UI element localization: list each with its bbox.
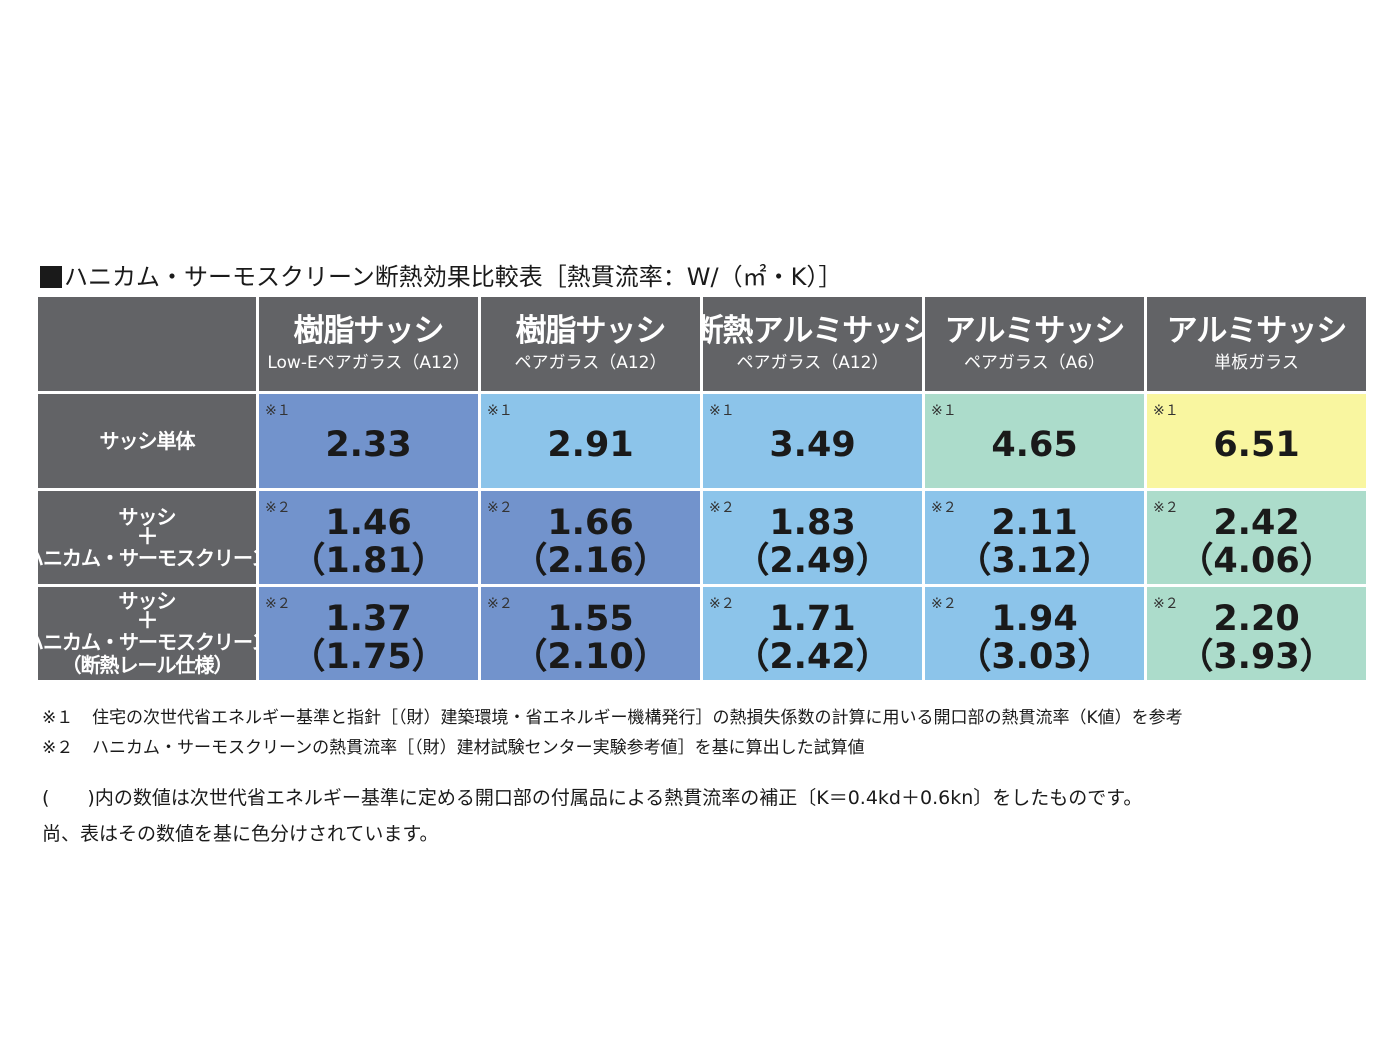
cell-note-mark: ※２: [931, 500, 957, 516]
cell-note-mark: ※１: [265, 403, 291, 419]
cell-note-mark: ※２: [487, 596, 513, 612]
table-title: ハニカム・サーモスクリーン断熱効果比較表［熱貫流率：W/（㎡・K）］: [40, 260, 842, 294]
cell-value: 1.55: [547, 598, 634, 639]
cell-value: 1.83: [769, 502, 856, 543]
table-cell: ※２ 1.94 （3.03）: [925, 587, 1144, 680]
row-header-line: ハニカム・サーモスクリーン: [38, 630, 256, 654]
cell-value: 1.94: [991, 598, 1078, 639]
column-header: アルミサッシ単板ガラス: [1147, 297, 1366, 391]
column-header: 断熱アルミサッシペアガラス（A12）: [703, 297, 922, 391]
table-cell: ※１ 4.65: [925, 394, 1144, 488]
cell-corrected-value: （2.10）: [512, 636, 669, 677]
row-header-line: （断熱レール仕様）: [61, 653, 234, 677]
row-header: サッシ単体: [38, 394, 256, 488]
table-cell: ※２ 2.20 （3.93）: [1147, 587, 1366, 680]
cell-corrected-value: （2.49）: [734, 540, 891, 581]
cell-value: 1.46: [325, 502, 412, 543]
column-header-glass: ペアガラス（A12）: [736, 353, 889, 373]
table-cell: ※２ 1.46 （1.81）: [259, 491, 478, 584]
comparison-table: 樹脂サッシ Low-Eペアガラス（A12） 樹脂サッシ ペアガラス（A12） 断熱アルミ…: [38, 297, 1366, 680]
cell-note-mark: ※２: [709, 596, 735, 612]
cell-note-mark: ※２: [709, 500, 735, 516]
table-cell: ※２ 1.37 （1.75）: [259, 587, 478, 680]
cell-corrected-value: （4.06）: [1178, 540, 1335, 581]
cell-value: 2.11: [991, 502, 1078, 543]
cell-note-mark: ※２: [1153, 500, 1179, 516]
row-header: サッシ＋ハニカム・サーモスクリーン（断熱レール仕様）: [38, 587, 256, 680]
cell-value: 1.71: [769, 598, 856, 639]
cell-value: 1.66: [547, 502, 634, 543]
cell-corrected-value: （1.75）: [290, 636, 447, 677]
row-header-line: ＋: [136, 609, 158, 634]
cell-value: 4.65: [991, 425, 1078, 465]
column-header: 樹脂サッシペアガラス（A12）: [481, 297, 700, 391]
footnote-mark: ※１: [42, 708, 74, 728]
cell-note-mark: ※２: [931, 596, 957, 612]
cell-note-mark: ※１: [931, 403, 957, 419]
column-header-name: 樹脂サッシ: [293, 313, 445, 349]
cell-note-mark: ※１: [1153, 403, 1179, 419]
column-header-glass: ペアガラス（A6）: [963, 353, 1106, 373]
cell-value: 6.51: [1213, 425, 1300, 465]
column-header-name: 樹脂サッシ: [515, 313, 667, 349]
note-paragraph-2: 尚、表はその数値を基に色分けされています。: [42, 823, 439, 845]
table-cell: ※２ 1.71 （2.42）: [703, 587, 922, 680]
cell-note-mark: ※１: [487, 403, 513, 419]
table-cell: ※２ 1.66 （2.16）: [481, 491, 700, 584]
cell-note-mark: ※２: [265, 500, 291, 516]
cell-value: 2.33: [325, 425, 412, 465]
row-header-line: ハニカム・サーモスクリーン: [38, 545, 256, 570]
table-title-text: ハニカム・サーモスクリーン断熱効果比較表［熱貫流率：W/（㎡・K）］: [64, 263, 843, 291]
row-header-line: サッシ: [118, 504, 177, 529]
cell-corrected-value: （3.93）: [1178, 636, 1335, 677]
header-corner: [38, 297, 256, 391]
table-cell: ※２ 2.11 （3.12）: [925, 491, 1144, 584]
table-cell: ※１ 2.91: [481, 394, 700, 488]
column-header: アルミサッシペアガラス（A6）: [925, 297, 1144, 391]
table-cell: ※１ 2.33: [259, 394, 478, 488]
row-header-line: サッシ: [118, 589, 177, 613]
cell-note-mark: ※２: [487, 500, 513, 516]
footnote-text: ハニカム・サーモスクリーンの熱貫流率［（財）建材試験センター実験参考値］を基に算…: [92, 738, 865, 758]
column-header-name: アルミサッシ: [944, 313, 1126, 349]
cell-corrected-value: （3.12）: [956, 540, 1113, 581]
row-header-line: ＋: [136, 524, 158, 550]
column-header: 樹脂サッシ Low-Eペアガラス（A12）: [259, 297, 478, 391]
table-cell: ※１ 6.51: [1147, 394, 1366, 488]
cell-value: 2.91: [547, 425, 634, 465]
cell-value: 2.42: [1213, 502, 1300, 543]
column-header-glass: 単板ガラス: [1214, 353, 1299, 373]
cell-value: 2.20: [1213, 598, 1300, 639]
note-paragraph-1: ( )内の数値は次世代省エネルギー基準に定める開口部の付属品による熱貫流率の補正…: [42, 787, 1143, 809]
footnote-mark: ※２: [42, 738, 74, 758]
row-header-line: サッシ単体: [99, 428, 196, 453]
cell-corrected-value: （3.03）: [956, 636, 1113, 677]
column-header-glass: ペアガラス（A12）: [514, 353, 667, 373]
cell-note-mark: ※２: [265, 596, 291, 612]
table-cell: ※２ 2.42 （4.06）: [1147, 491, 1366, 584]
column-header-glass: Low-Eペアガラス（A12）: [267, 353, 470, 373]
cell-corrected-value: （2.42）: [734, 636, 891, 677]
cell-corrected-value: （2.16）: [512, 540, 669, 581]
column-header-name: 断熱アルミサッシ: [703, 313, 922, 349]
cell-value: 1.37: [325, 598, 412, 639]
cell-note-mark: ※１: [709, 403, 735, 419]
footnote-text: 住宅の次世代省エネルギー基準と指針［（財）建築環境・省エネルギー機構発行］の熱損…: [92, 708, 1183, 728]
cell-corrected-value: （1.81）: [290, 540, 447, 581]
table-cell: ※２ 1.83 （2.49）: [703, 491, 922, 584]
square-bullet-icon: [40, 266, 62, 288]
footnote-1: ※１ 住宅の次世代省エネルギー基準と指針［（財）建築環境・省エネルギー機構発行］の…: [42, 706, 1183, 730]
footnote-2: ※２ ハニカム・サーモスクリーンの熱貫流率［（財）建材試験センター実験参考値］を基…: [42, 736, 865, 760]
row-header: サッシ＋ハニカム・サーモスクリーン: [38, 491, 256, 584]
column-header-name: アルミサッシ: [1166, 313, 1348, 349]
table-cell: ※２ 1.55 （2.10）: [481, 587, 700, 680]
cell-note-mark: ※２: [1153, 596, 1179, 612]
cell-value: 3.49: [769, 425, 856, 465]
table-cell: ※１ 3.49: [703, 394, 922, 488]
